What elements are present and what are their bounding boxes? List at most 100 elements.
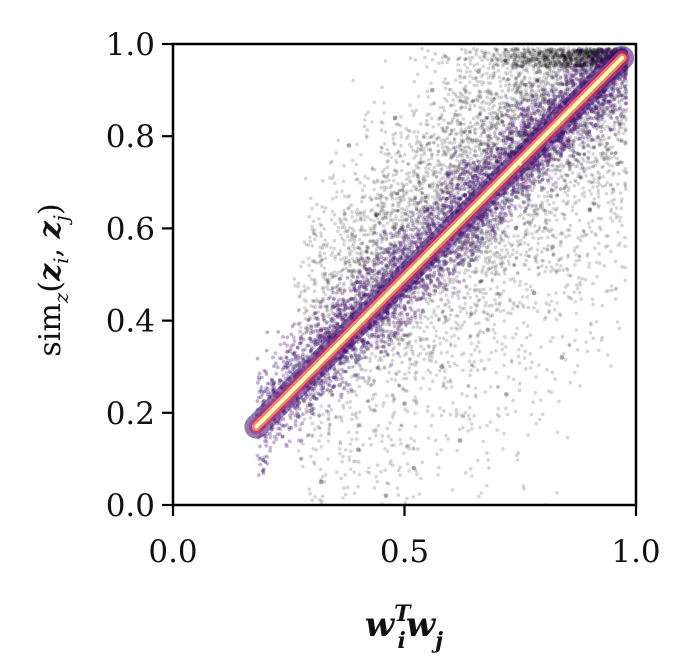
cloud-point bbox=[447, 305, 452, 309]
cloud-point bbox=[345, 400, 349, 405]
cloud-point bbox=[307, 263, 311, 268]
cloud-point bbox=[456, 322, 460, 327]
cloud-point bbox=[497, 241, 501, 246]
cloud-point bbox=[413, 424, 418, 429]
cloud-point bbox=[559, 313, 563, 318]
cloud-point bbox=[422, 174, 427, 178]
cloud-point bbox=[499, 218, 503, 222]
cloud-point bbox=[517, 347, 521, 352]
cloud-point bbox=[396, 149, 401, 154]
cloud-point bbox=[449, 277, 454, 282]
cloud-point bbox=[591, 57, 595, 61]
cloud-point bbox=[403, 295, 407, 299]
cloud-point bbox=[588, 207, 592, 212]
cloud-point bbox=[396, 493, 401, 497]
cloud-point bbox=[422, 357, 426, 362]
cloud-point bbox=[505, 412, 510, 417]
cloud-point bbox=[375, 216, 380, 221]
cloud-point bbox=[613, 259, 618, 264]
cloud-point bbox=[562, 57, 567, 62]
cloud-point bbox=[569, 63, 573, 67]
cloud-point bbox=[547, 303, 552, 307]
cloud-point bbox=[485, 483, 489, 488]
cloud-point bbox=[420, 277, 424, 282]
cloud-point bbox=[595, 184, 599, 189]
cloud-point bbox=[403, 306, 407, 311]
cloud-point bbox=[470, 184, 474, 189]
cloud-point bbox=[475, 458, 480, 463]
cloud-point bbox=[581, 186, 585, 190]
cloud-point bbox=[535, 46, 540, 51]
cloud-point bbox=[426, 368, 431, 373]
cloud-point bbox=[459, 105, 464, 109]
cloud-point bbox=[573, 299, 578, 304]
cloud-point bbox=[539, 236, 544, 240]
cloud-point bbox=[403, 407, 407, 412]
cloud-point bbox=[515, 270, 520, 275]
cloud-point bbox=[364, 249, 369, 253]
cloud-point bbox=[376, 365, 381, 370]
cloud-point bbox=[357, 384, 362, 389]
cloud-point bbox=[304, 176, 308, 181]
cloud-point bbox=[388, 421, 392, 425]
cloud-point bbox=[516, 116, 520, 121]
cloud-point bbox=[321, 412, 326, 417]
cloud-point bbox=[461, 248, 465, 253]
cloud-point bbox=[349, 449, 353, 454]
cloud-point bbox=[390, 218, 395, 222]
cloud-point bbox=[420, 307, 425, 312]
cloud-point bbox=[391, 133, 396, 137]
cloud-point bbox=[397, 342, 402, 347]
cloud-point bbox=[452, 186, 456, 191]
cloud-point bbox=[381, 173, 386, 178]
cloud-point bbox=[366, 375, 371, 380]
cloud-point bbox=[523, 208, 528, 213]
cloud-point bbox=[557, 164, 561, 168]
cloud-point bbox=[547, 309, 551, 313]
cloud-point bbox=[570, 208, 575, 213]
cloud-point bbox=[474, 75, 478, 80]
cloud-point bbox=[514, 76, 519, 80]
cloud-point bbox=[440, 145, 445, 150]
cloud-point bbox=[442, 212, 447, 217]
cloud-point bbox=[426, 301, 431, 306]
cloud-point bbox=[442, 321, 446, 325]
cloud-point bbox=[413, 395, 418, 400]
cloud-point bbox=[565, 62, 569, 67]
cloud-point bbox=[593, 138, 597, 142]
cloud-point bbox=[562, 56, 567, 61]
cloud-point bbox=[367, 436, 372, 441]
cloud-point bbox=[607, 168, 612, 173]
cloud-point bbox=[308, 348, 313, 352]
cloud-point bbox=[596, 135, 600, 140]
cloud-point bbox=[495, 428, 500, 432]
cloud-point bbox=[463, 98, 468, 102]
cloud-point bbox=[487, 107, 491, 111]
cloud-point bbox=[592, 202, 597, 207]
cloud-point bbox=[540, 412, 545, 417]
cloud-point bbox=[405, 376, 409, 381]
cloud-point bbox=[556, 258, 561, 263]
cloud-point bbox=[385, 248, 389, 253]
cloud-point bbox=[503, 352, 507, 357]
cloud-point bbox=[485, 152, 490, 156]
cloud-point bbox=[546, 51, 550, 56]
cloud-point bbox=[445, 174, 450, 179]
cloud-point bbox=[393, 240, 397, 245]
cloud-point bbox=[451, 401, 455, 405]
cloud-point bbox=[468, 295, 473, 300]
cloud-point bbox=[438, 406, 442, 410]
cloud-point bbox=[395, 486, 400, 491]
cloud-point bbox=[368, 369, 373, 373]
cloud-point bbox=[540, 186, 545, 190]
cloud-point bbox=[341, 496, 345, 500]
cloud-point bbox=[489, 123, 494, 128]
cloud-point bbox=[408, 129, 412, 133]
cloud-point bbox=[429, 81, 433, 85]
cloud-point bbox=[590, 56, 595, 61]
cloud-point bbox=[439, 168, 444, 172]
cloud-point bbox=[492, 73, 496, 78]
cloud-point bbox=[434, 360, 438, 365]
cloud-point bbox=[573, 246, 577, 250]
cloud-point bbox=[469, 305, 473, 310]
